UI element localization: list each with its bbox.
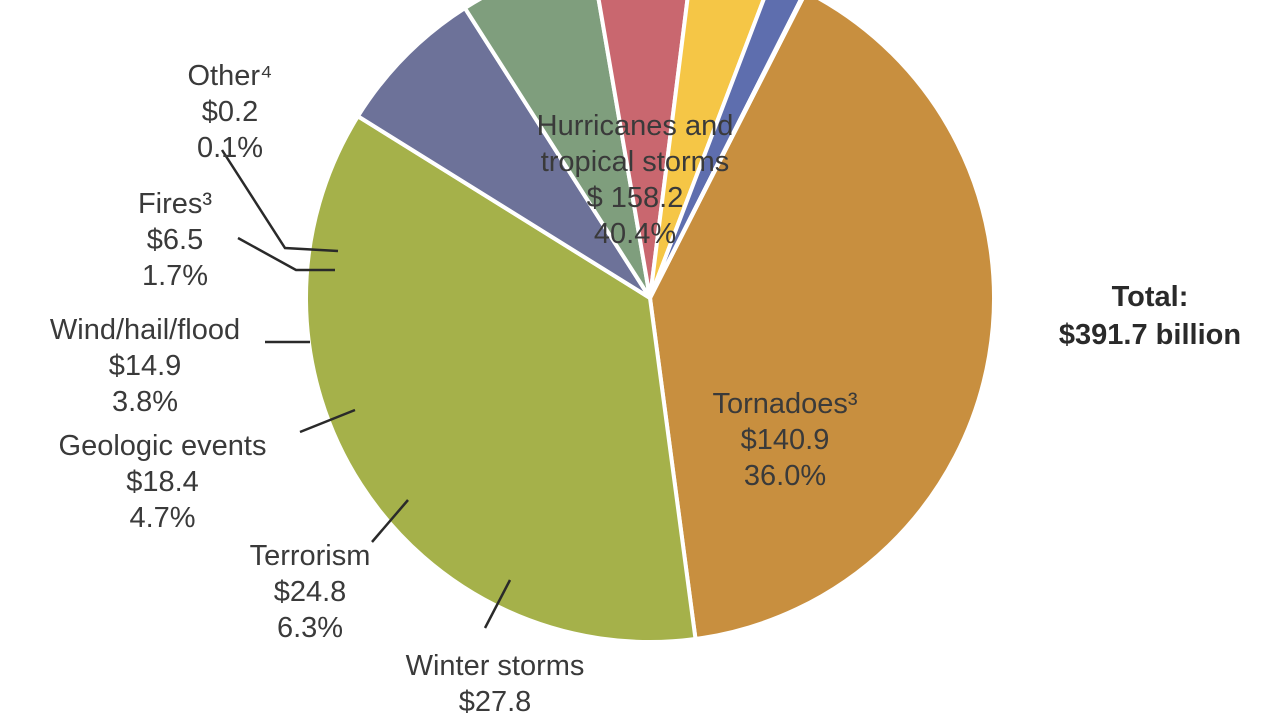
pie-slice-winter-storms (355, 6, 652, 300)
pie-slice-terrorism (462, 0, 652, 300)
total-title: Total: (1111, 281, 1189, 313)
label-fires-name: Fires³ (137, 188, 213, 220)
label-hurricanes-name: Hurricanes and tropical storms (536, 110, 734, 178)
label-terrorism-percent: 6.3% (276, 612, 344, 644)
label-other: Other⁴ $0.2 0.1% (160, 58, 300, 166)
label-wind-hail-flood: Wind/hail/flood $14.9 3.8% (5, 312, 285, 420)
label-hurricanes-value: $ 158.2 (586, 182, 684, 214)
label-terrorism: Terrorism $24.8 6.3% (205, 538, 415, 646)
label-wind-value: $14.9 (108, 350, 182, 382)
label-other-percent: 0.1% (196, 132, 264, 164)
pie-slice-tornadoes (304, 114, 698, 645)
label-wind-name: Wind/hail/flood (49, 314, 241, 346)
label-tornadoes-percent: 36.0% (743, 460, 827, 492)
pie-slice-hurricanes-and-tropical-storms (648, 0, 996, 641)
label-fires-value: $6.5 (146, 224, 204, 256)
label-tornadoes-value: $140.9 (740, 424, 830, 456)
label-geologic-name: Geologic events (58, 430, 267, 462)
label-winter-storms: Winter storms $27.8 (360, 648, 630, 720)
label-fires-percent: 1.7% (141, 260, 209, 292)
pie-slice-other (648, 0, 805, 300)
label-winter-storms-value: $27.8 (458, 686, 532, 718)
label-terrorism-value: $24.8 (273, 576, 347, 608)
label-hurricanes: Hurricanes and tropical storms $ 158.2 4… (470, 108, 800, 252)
label-geologic-events: Geologic events $18.4 4.7% (25, 428, 300, 536)
label-other-value: $0.2 (201, 96, 259, 128)
total-label: Total: $391.7 billion (1010, 278, 1280, 354)
label-geologic-value: $18.4 (126, 466, 199, 498)
leader-line-winter-storms (483, 579, 512, 629)
total-value: $391.7 billion (1058, 319, 1242, 351)
leader-line-geologic-events (299, 408, 356, 434)
label-geologic-percent: 4.7% (129, 502, 196, 534)
label-tornadoes-name: Tornadoes³ (712, 388, 858, 420)
label-wind-percent: 3.8% (111, 386, 179, 418)
pie-slice-geologic-events (596, 0, 690, 300)
leader-line-terrorism (371, 499, 409, 543)
label-terrorism-name: Terrorism (249, 540, 371, 572)
label-winter-storms-name: Winter storms (405, 650, 585, 682)
leader-line-other (220, 149, 339, 253)
leader-line-fires (237, 236, 335, 272)
label-tornadoes: Tornadoes³ $140.9 36.0% (665, 386, 905, 494)
label-other-name: Other⁴ (187, 60, 273, 92)
label-fires: Fires³ $6.5 1.7% (110, 186, 240, 294)
label-hurricanes-percent: 40.4% (593, 218, 677, 250)
